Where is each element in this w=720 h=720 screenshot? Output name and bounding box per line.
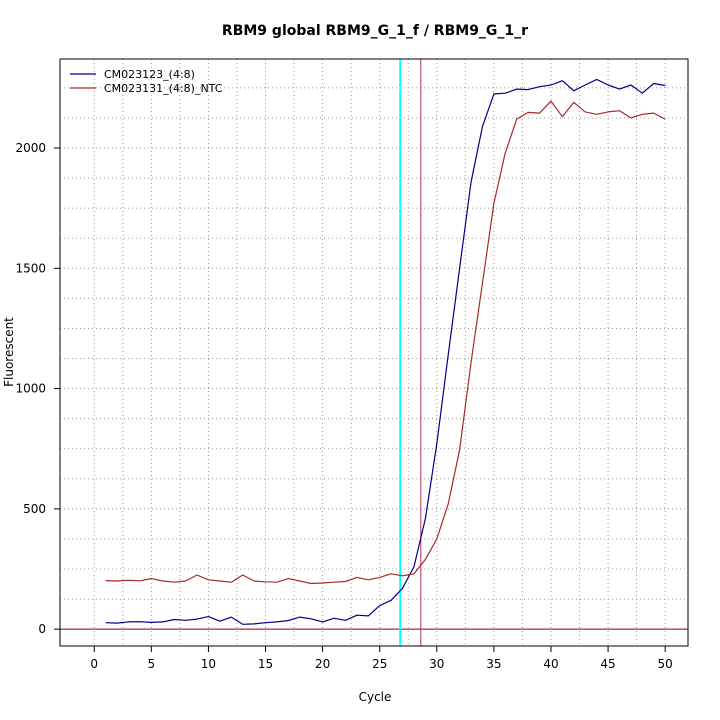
y-axis: 0 500 1000 1500 2000 xyxy=(15,141,60,636)
plot-frame xyxy=(59,58,689,647)
legend-label: CM023131_(4:8)_NTC xyxy=(104,82,223,95)
y-tick-label: 1000 xyxy=(15,382,46,396)
y-tick-label: 2000 xyxy=(15,141,46,155)
y-axis-label: Fluorescent xyxy=(2,317,16,387)
x-tick-label: 25 xyxy=(372,657,387,671)
y-tick-label: 1500 xyxy=(15,261,46,275)
series-line-2 xyxy=(105,100,666,585)
series-line-1 xyxy=(105,78,666,625)
x-tick-label: 0 xyxy=(90,657,98,671)
x-tick-label: 20 xyxy=(315,657,330,671)
x-tick-label: 15 xyxy=(258,657,273,671)
x-tick-label: 35 xyxy=(486,657,501,671)
series-group xyxy=(105,78,666,625)
reference-lines xyxy=(60,59,688,646)
x-tick-label: 5 xyxy=(148,657,156,671)
x-tick-label: 10 xyxy=(201,657,216,671)
x-axis: 0 5 10 15 20 25 30 35 40 45 50 xyxy=(90,646,673,671)
legend: CM023123_(4:8)CM023131_(4:8)_NTC xyxy=(70,68,223,95)
x-tick-label: 50 xyxy=(658,657,673,671)
x-tick-label: 40 xyxy=(543,657,558,671)
legend-label: CM023123_(4:8) xyxy=(104,68,195,81)
grid xyxy=(60,59,688,646)
chart-title: RBM9 global RBM9_G_1_f / RBM9_G_1_r xyxy=(222,23,528,39)
y-tick-label: 0 xyxy=(38,622,46,636)
y-tick-label: 500 xyxy=(23,502,46,516)
x-tick-label: 45 xyxy=(600,657,615,671)
x-axis-label: Cycle xyxy=(359,690,392,704)
x-tick-label: 30 xyxy=(429,657,444,671)
